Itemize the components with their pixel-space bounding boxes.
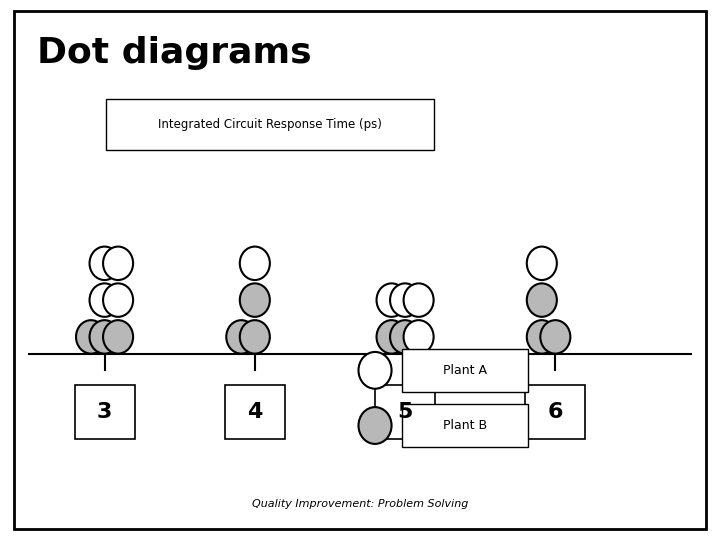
- Circle shape: [226, 320, 256, 354]
- Circle shape: [89, 247, 120, 280]
- Circle shape: [404, 284, 433, 317]
- Text: Integrated Circuit Response Time (ps): Integrated Circuit Response Time (ps): [158, 118, 382, 131]
- FancyBboxPatch shape: [74, 386, 135, 439]
- Circle shape: [359, 352, 392, 389]
- FancyBboxPatch shape: [106, 99, 433, 150]
- Circle shape: [377, 284, 407, 317]
- Circle shape: [527, 320, 557, 354]
- Circle shape: [390, 320, 420, 354]
- Circle shape: [103, 247, 133, 280]
- FancyBboxPatch shape: [402, 349, 528, 392]
- Text: 5: 5: [397, 402, 413, 422]
- FancyBboxPatch shape: [402, 404, 528, 447]
- Circle shape: [540, 320, 570, 354]
- FancyBboxPatch shape: [526, 386, 585, 439]
- Circle shape: [76, 320, 106, 354]
- Circle shape: [359, 407, 392, 444]
- Circle shape: [527, 247, 557, 280]
- Text: Plant A: Plant A: [444, 364, 487, 377]
- Circle shape: [89, 320, 120, 354]
- Circle shape: [240, 320, 270, 354]
- Text: Dot diagrams: Dot diagrams: [37, 36, 312, 70]
- Circle shape: [240, 284, 270, 317]
- Text: 6: 6: [548, 402, 563, 422]
- Circle shape: [390, 284, 420, 317]
- Text: Quality Improvement: Problem Solving: Quality Improvement: Problem Solving: [252, 499, 468, 509]
- Circle shape: [527, 284, 557, 317]
- Text: 4: 4: [247, 402, 263, 422]
- Circle shape: [404, 320, 433, 354]
- FancyBboxPatch shape: [225, 386, 285, 439]
- Circle shape: [103, 320, 133, 354]
- Circle shape: [240, 247, 270, 280]
- Circle shape: [103, 284, 133, 317]
- Text: 3: 3: [97, 402, 112, 422]
- Circle shape: [89, 284, 120, 317]
- Text: Plant B: Plant B: [443, 419, 487, 432]
- Circle shape: [377, 320, 407, 354]
- FancyBboxPatch shape: [375, 386, 435, 439]
